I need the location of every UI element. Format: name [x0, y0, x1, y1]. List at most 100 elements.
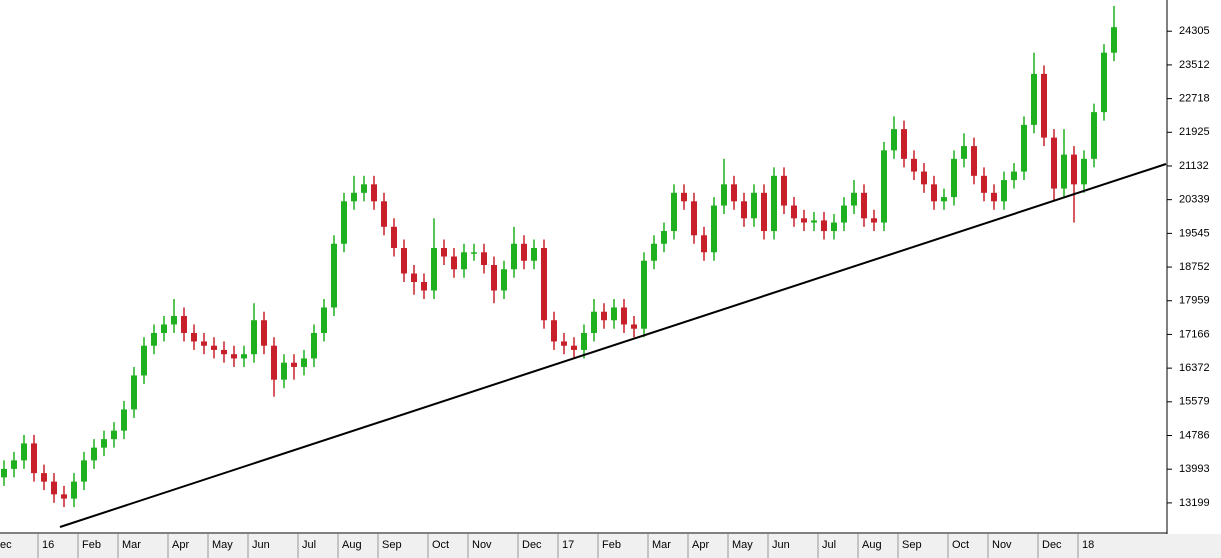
candle-body — [271, 345, 277, 380]
candle-body — [1041, 73, 1047, 138]
candle-body — [1001, 180, 1007, 202]
candle-body — [251, 320, 257, 355]
x-tick-label: Mar — [652, 539, 671, 551]
candle-body — [701, 235, 707, 253]
y-tick-label: 21925 — [1179, 126, 1210, 138]
y-tick-label: 14786 — [1179, 429, 1210, 441]
candle-body — [861, 192, 867, 219]
x-tick-label: Mar — [122, 539, 141, 551]
candle-body — [801, 218, 807, 223]
candle-body — [311, 332, 317, 359]
candle-body — [41, 473, 47, 482]
candle-body — [551, 320, 557, 342]
candle-body — [691, 201, 697, 236]
candle-body — [81, 460, 87, 482]
candle-body — [501, 269, 507, 291]
candle-body — [1081, 158, 1087, 185]
candle-body — [621, 307, 627, 325]
candle-body — [261, 320, 267, 346]
x-tick-label: Feb — [82, 539, 101, 551]
candle-body — [421, 282, 427, 291]
candle-body — [1021, 124, 1027, 172]
candle-body — [591, 311, 597, 333]
x-tick-label: Oct — [432, 539, 449, 551]
candle-body — [631, 324, 637, 329]
candle-body — [461, 252, 467, 270]
candle-body — [151, 332, 157, 346]
candle-body — [791, 205, 797, 219]
candle-body — [531, 248, 537, 261]
x-tick-label: Apr — [692, 539, 709, 551]
x-tick-label: Apr — [172, 539, 189, 551]
x-tick-label: 18 — [1082, 539, 1094, 551]
x-tick-label: Jul — [822, 539, 836, 551]
candle-body — [331, 243, 337, 308]
candle-body — [1071, 154, 1077, 185]
candle-body — [781, 175, 787, 206]
candle-body — [361, 184, 367, 193]
candle-body — [681, 192, 687, 202]
candle-body — [91, 447, 97, 461]
candle-body — [491, 265, 497, 291]
candle-body — [1031, 73, 1037, 125]
candle-body — [471, 252, 477, 254]
candle-body — [301, 358, 307, 367]
candle-body — [951, 158, 957, 198]
candle-body — [841, 205, 847, 223]
candle-body — [651, 243, 657, 261]
x-tick-label: Jul — [302, 539, 316, 551]
candle-body — [511, 243, 517, 270]
candle-body — [811, 220, 817, 223]
y-tick-label: 13993 — [1179, 463, 1210, 475]
candle-body — [1111, 27, 1117, 53]
y-tick-label: 16372 — [1179, 362, 1210, 374]
candle-body — [431, 248, 437, 291]
candle-body — [191, 332, 197, 342]
candle-body — [451, 256, 457, 270]
y-tick-label: 19545 — [1179, 227, 1210, 239]
x-tick-label: May — [732, 539, 753, 551]
candle-body — [731, 184, 737, 202]
y-tick-label: 17959 — [1179, 295, 1210, 307]
candle-body — [321, 307, 327, 333]
y-tick-label: 21132 — [1179, 160, 1209, 172]
candle-body — [641, 260, 647, 329]
candle-body — [921, 171, 927, 185]
candle-body — [601, 311, 607, 321]
candle-body — [1061, 154, 1067, 189]
candle-body — [371, 184, 377, 202]
candle-body — [771, 175, 777, 232]
candle-body — [941, 197, 947, 202]
candle-body — [911, 158, 917, 172]
candle-body — [541, 248, 547, 321]
candle-body — [211, 345, 217, 350]
candle-body — [991, 192, 997, 202]
candle-body — [521, 243, 527, 261]
x-tick-label: Oct — [952, 539, 969, 551]
candle-body — [21, 443, 27, 461]
candle-body — [901, 129, 907, 159]
candle-body — [761, 192, 767, 232]
trend-line — [59, 163, 1167, 528]
candle-body — [341, 201, 347, 244]
candle-body — [61, 494, 67, 499]
candle-body — [221, 349, 227, 355]
candle-body — [281, 362, 287, 380]
y-tick-label: 22718 — [1179, 93, 1210, 105]
candle-body — [11, 460, 17, 469]
candle-body — [661, 231, 667, 244]
candle-body — [721, 184, 727, 206]
candle-body — [971, 146, 977, 176]
x-tick-label: Dec — [1042, 539, 1062, 551]
candle-body — [1051, 137, 1057, 189]
candle-body — [931, 184, 937, 202]
x-tick-label: Aug — [342, 539, 362, 551]
candle-body — [141, 345, 147, 376]
candle-body — [821, 220, 827, 232]
candle-body — [181, 315, 187, 333]
x-tick-label: Jun — [772, 539, 790, 551]
candle-body — [161, 324, 167, 333]
x-tick-label: Sep — [382, 539, 402, 551]
